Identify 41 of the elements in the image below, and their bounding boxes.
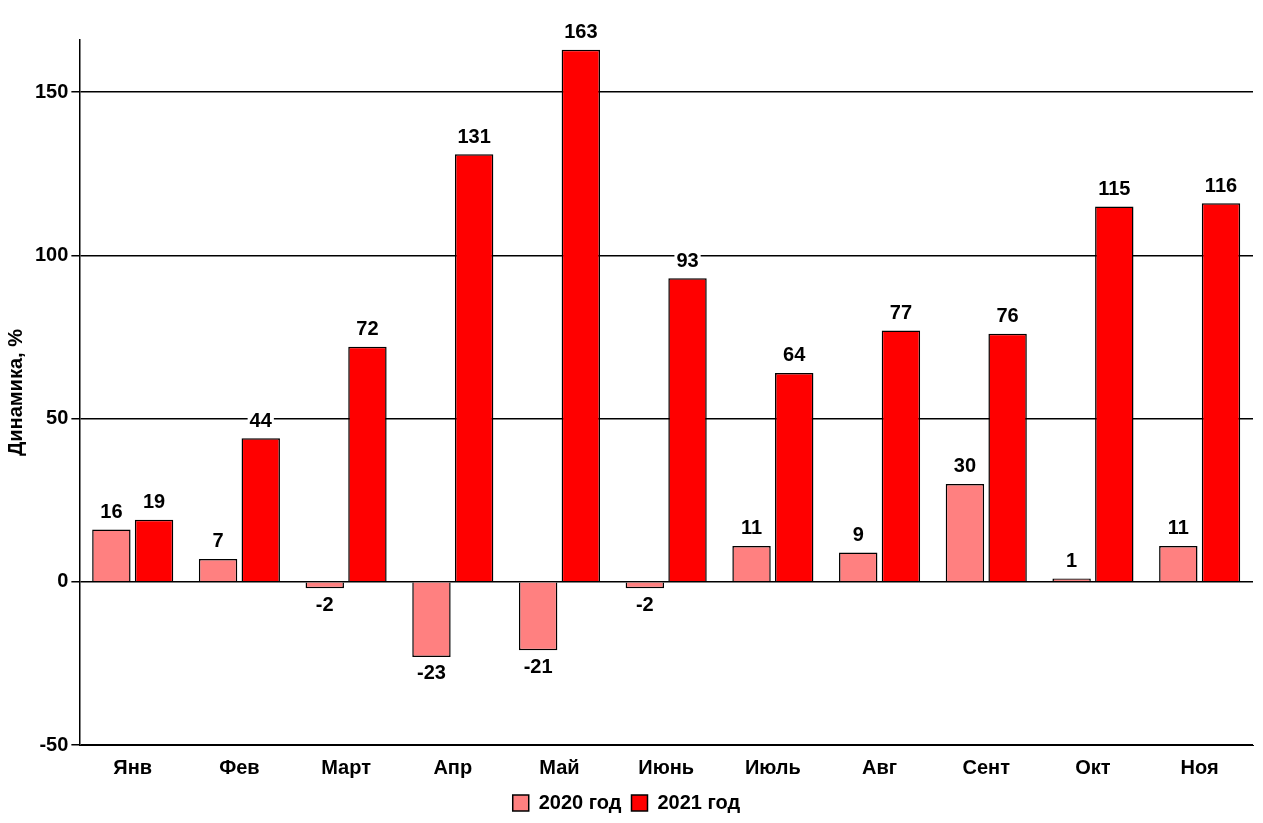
y-tick-label: 50 bbox=[46, 406, 69, 429]
data-label: 16 bbox=[100, 500, 123, 523]
y-tick-label: 100 bbox=[34, 242, 69, 265]
data-label: -21 bbox=[523, 654, 553, 677]
legend-label: 2021 год bbox=[657, 790, 741, 813]
x-tick-label: Авг bbox=[862, 755, 898, 778]
data-label: 9 bbox=[852, 522, 864, 545]
y-tick-label: 0 bbox=[57, 569, 69, 592]
x-tick-label: Май bbox=[539, 755, 580, 778]
data-label: 7 bbox=[212, 529, 224, 552]
data-label: 163 bbox=[564, 20, 598, 43]
x-tick-label: Окт bbox=[1075, 755, 1111, 778]
data-label: 115 bbox=[1098, 176, 1131, 199]
x-tick-label: Март bbox=[321, 755, 372, 778]
x-tick-label: Янв bbox=[113, 755, 153, 778]
x-tick-label: Июнь bbox=[638, 755, 695, 778]
x-tick-label: Июль bbox=[744, 755, 801, 778]
x-tick-label: Сент bbox=[962, 755, 1011, 778]
data-label: 93 bbox=[676, 248, 699, 271]
data-label: 11 bbox=[1167, 516, 1189, 539]
data-label: 116 bbox=[1204, 173, 1238, 196]
data-label: 30 bbox=[953, 454, 977, 477]
data-label: -2 bbox=[315, 592, 334, 615]
x-tick-label: Апр bbox=[433, 755, 473, 778]
data-label: -23 bbox=[417, 661, 446, 684]
data-label: 76 bbox=[996, 304, 1019, 327]
data-label: 131 bbox=[457, 124, 491, 147]
x-tick-label: Ноя bbox=[1180, 755, 1219, 778]
legend-label: 2020 год bbox=[538, 790, 622, 813]
data-label: 1 bbox=[1066, 549, 1078, 572]
data-label: -2 bbox=[635, 592, 654, 615]
data-label: 11 bbox=[740, 516, 763, 539]
data-label: 64 bbox=[783, 343, 807, 366]
x-tick-label: Фев bbox=[219, 755, 260, 778]
data-label: 44 bbox=[249, 408, 273, 431]
data-label: 19 bbox=[142, 490, 166, 513]
y-tick-label: -50 bbox=[39, 732, 69, 755]
y-tick-label: 150 bbox=[34, 79, 69, 102]
data-label: 72 bbox=[356, 317, 379, 340]
y-axis-title: Динамика, % bbox=[3, 328, 26, 456]
data-label: 77 bbox=[889, 301, 913, 323]
